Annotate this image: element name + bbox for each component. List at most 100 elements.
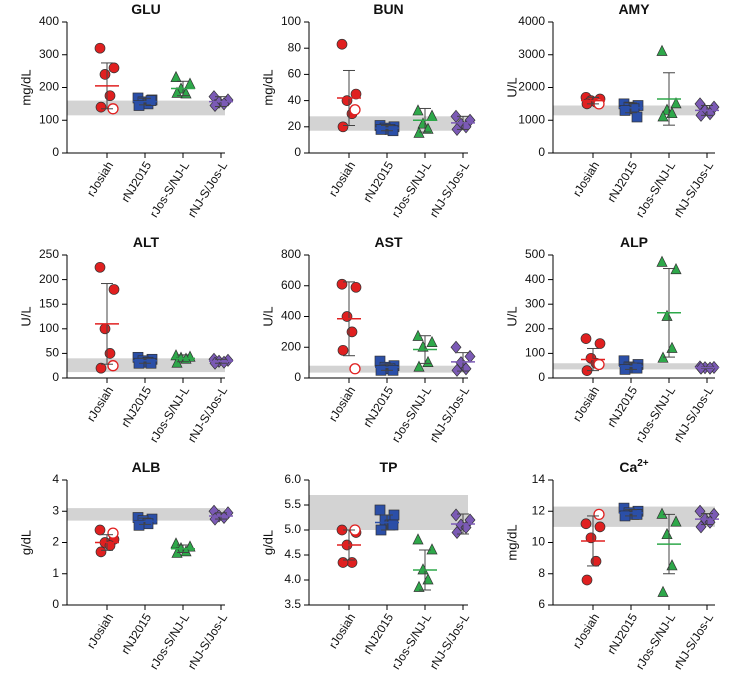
point (594, 338, 606, 349)
point (656, 507, 668, 519)
point (375, 124, 387, 135)
point (336, 278, 348, 290)
y-tick-label: 2 (52, 535, 59, 549)
point (580, 518, 592, 530)
y-axis-label: U/L (260, 306, 275, 326)
point (426, 335, 438, 347)
y-tick-label: 12 (532, 503, 546, 517)
x-tick-label: rJosiah (84, 159, 116, 199)
x-tick-label: rNJ-S/Jos-L (185, 611, 231, 672)
point (657, 110, 669, 122)
y-tick-label: 200 (281, 339, 301, 353)
y-tick-label: 0 (538, 145, 545, 159)
title-text: AST (375, 234, 403, 250)
y-tick-label: 800 (281, 247, 301, 261)
y-tick-label: 4.0 (284, 572, 301, 586)
y-tick-label: 3 (52, 503, 59, 517)
point (107, 360, 119, 372)
y-tick-label: 40 (288, 93, 302, 107)
point (94, 42, 106, 54)
chart-title: GLU (131, 1, 161, 17)
chart-title: Ca2+ (619, 458, 648, 475)
point (341, 95, 353, 106)
y-tick-label: 80 (288, 40, 302, 54)
point (413, 580, 425, 592)
point (631, 509, 643, 520)
point (95, 101, 107, 113)
y-tick-label: 150 (39, 296, 59, 310)
y-axis-label: g/dL (260, 530, 275, 555)
y-tick-label: 5.0 (284, 522, 301, 536)
x-tick-label: rNJ2015 (118, 611, 154, 657)
title-text: ALB (132, 459, 161, 475)
point (619, 105, 631, 116)
point (580, 333, 592, 344)
point (451, 363, 463, 377)
point (657, 585, 669, 597)
reference-band (67, 508, 225, 521)
y-tick-label: 0 (294, 370, 301, 384)
point (656, 255, 668, 267)
point (581, 574, 593, 586)
y-tick-label: 8 (538, 566, 545, 580)
y-axis-label: mg/dL (260, 69, 275, 105)
title-text: AMY (618, 1, 650, 17)
y-tick-label: 600 (281, 278, 301, 292)
title-text: TP (380, 459, 398, 475)
y-tick-label: 6.0 (284, 472, 301, 486)
point (133, 519, 145, 531)
title-text: Ca (619, 459, 637, 475)
x-tick-label: rJosiah (326, 384, 358, 424)
x-tick-label: rJosiah (570, 159, 602, 199)
x-tick-label: rJosiah (570, 384, 602, 424)
point (107, 527, 119, 539)
point (631, 111, 643, 123)
chart-title: ALP (620, 234, 648, 250)
y-axis-label: U/L (18, 306, 33, 326)
x-tick-label: rNJ2015 (604, 159, 640, 205)
point (374, 504, 386, 516)
y-tick-label: 6 (538, 597, 545, 611)
title-text: BUN (373, 1, 403, 17)
chart-title: ALB (132, 459, 161, 475)
point (336, 38, 348, 50)
x-tick-label: rJosiah (570, 611, 602, 651)
point (209, 98, 221, 113)
point (412, 533, 424, 545)
y-tick-label: 250 (39, 247, 59, 261)
y-tick-label: 20 (288, 119, 302, 133)
point (341, 311, 353, 322)
point (451, 525, 463, 540)
y-tick-label: 100 (281, 14, 301, 28)
y-tick-label: 3000 (518, 47, 545, 61)
point (708, 507, 720, 521)
y-tick-label: 0 (52, 145, 59, 159)
point (670, 97, 682, 109)
y-tick-label: 60 (288, 67, 302, 81)
point (350, 88, 362, 100)
point (337, 121, 349, 133)
point (184, 77, 196, 89)
y-tick-label: 300 (39, 47, 59, 61)
y-axis-label: mg/dL (18, 69, 33, 105)
x-tick-label: rNJ2015 (604, 611, 640, 657)
y-tick-label: 100 (39, 321, 59, 335)
x-tick-label: rNJ-S/Jos-L (185, 384, 231, 445)
y-axis-label: U/L (504, 306, 519, 326)
point (349, 363, 361, 375)
title-text: ALP (620, 234, 648, 250)
y-tick-label: 400 (525, 272, 545, 286)
point (426, 543, 438, 555)
y-tick-label: 300 (525, 296, 545, 310)
y-tick-label: 400 (281, 309, 301, 323)
y-tick-label: 0 (52, 597, 59, 611)
y-tick-label: 400 (39, 14, 59, 28)
point (593, 358, 605, 371)
chart-title: ALT (133, 234, 160, 250)
point (349, 104, 361, 116)
y-tick-label: 5.5 (284, 497, 301, 511)
point (450, 340, 462, 354)
